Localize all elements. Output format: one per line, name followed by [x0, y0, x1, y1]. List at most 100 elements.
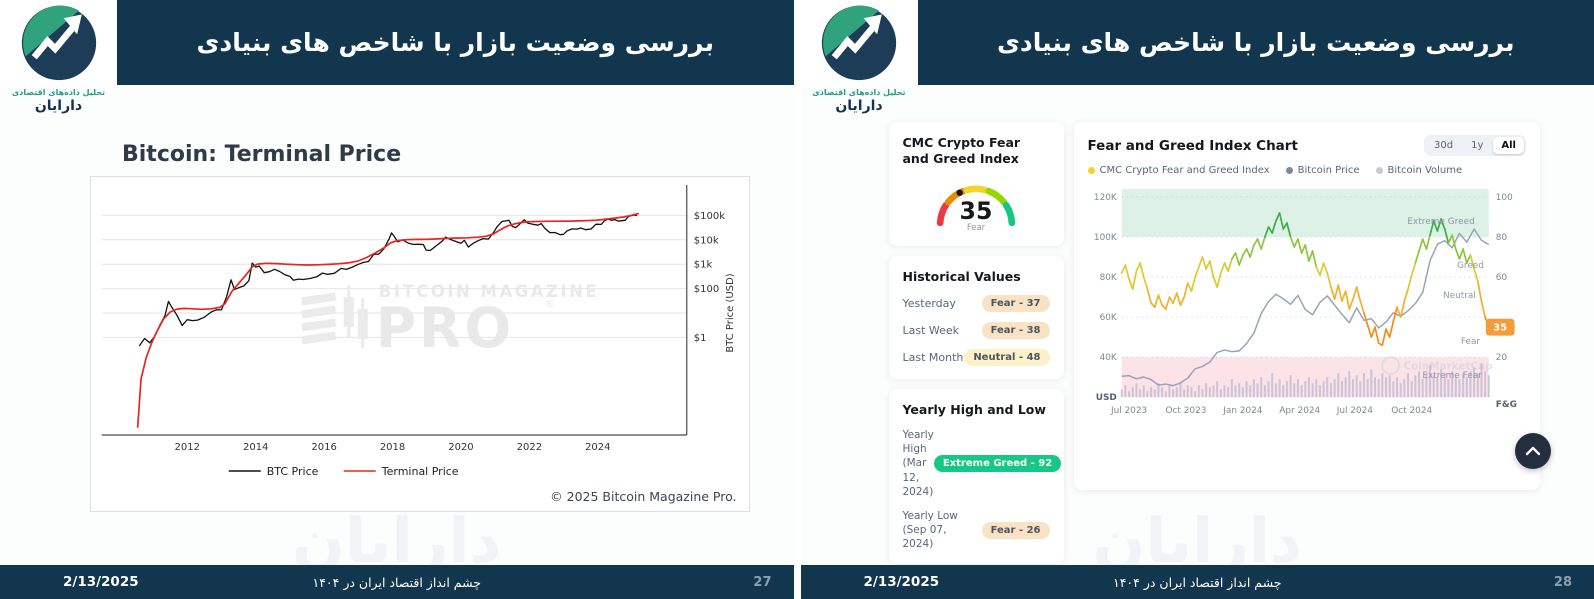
status-badge: Fear - 38 [981, 321, 1050, 339]
legend-dot-yellow [1087, 167, 1095, 174]
range-selector: 30d 1y All [1424, 135, 1526, 156]
page-number: 27 [753, 574, 772, 590]
svg-text:BITCOIN MAGAZINE: BITCOIN MAGAZINE [379, 282, 600, 301]
svg-text:Extreme Greed: Extreme Greed [1407, 217, 1474, 227]
slide-footer: 2/13/2025 چشم انداز اقتصاد ایران در ۱۴۰۴… [0, 565, 794, 599]
chart-legend: CMC Crypto Fear and Greed Index Bitcoin … [1087, 165, 1527, 176]
slide-header: بررسی وضعیت بازار با شاخص های بنیادی [800, 0, 1594, 85]
svg-text:Greed: Greed [1456, 261, 1483, 271]
svg-text:80K: 80K [1099, 273, 1117, 283]
status-badge: Extreme Greed - 92 [933, 454, 1062, 472]
svg-text:120K: 120K [1093, 193, 1117, 203]
btc-terminal-price-figure: BITCOIN MAGAZINE PRO ® $100k $10k $1k $100 $1 BT… [90, 176, 750, 512]
btc-terminal-price-section: Bitcoin: Terminal Price BITCOIN MAGAZINE… [90, 142, 750, 512]
svg-text:BTC Price (USD): BTC Price (USD) [725, 273, 736, 352]
svg-text:Jan 2024: Jan 2024 [1222, 406, 1263, 416]
svg-text:Jul 2024: Jul 2024 [1335, 406, 1373, 416]
darayan-logo: تحلیل داده‌های اقتصادی دارایان [0, 0, 117, 114]
svg-text:$10k: $10k [694, 235, 719, 246]
svg-text:60: 60 [1495, 273, 1507, 283]
historical-row: Last Week Fear - 38 [903, 321, 1050, 339]
svg-text:2020: 2020 [448, 442, 473, 453]
svg-text:2022: 2022 [517, 442, 542, 453]
yearly-high-low-title: Yearly High and Low [902, 401, 1046, 417]
svg-text:20: 20 [1495, 353, 1507, 363]
svg-text:100: 100 [1495, 193, 1512, 203]
historical-values-title: Historical Values [902, 268, 1021, 284]
slide-page-27: بررسی وضعیت بازار با شاخص های بنیادی تحل… [0, 0, 794, 599]
fear-greed-index-chart[interactable]: CoinMarketCap Extreme Greed Greed Neutral Fe… [1088, 180, 1527, 432]
btc-chart-title: Bitcoin: Terminal Price [122, 142, 402, 167]
svg-text:60K: 60K [1099, 313, 1117, 323]
svg-text:Oct 2024: Oct 2024 [1391, 406, 1432, 416]
svg-text:®: ® [544, 297, 555, 310]
fear-greed-chart-title: Fear and Greed Index Chart [1087, 137, 1298, 154]
slide-page-28: بررسی وضعیت بازار با شاخص های بنیادی تحل… [800, 0, 1594, 599]
svg-text:100K: 100K [1093, 233, 1117, 243]
svg-text:2016: 2016 [311, 442, 336, 453]
chevron-up-icon [1525, 446, 1541, 456]
svg-text:Terminal Price: Terminal Price [381, 465, 459, 478]
svg-text:USD: USD [1095, 393, 1116, 403]
svg-text:Fear: Fear [967, 222, 986, 232]
logo-tagline: تحلیل داده‌های اقتصادی [11, 88, 106, 97]
svg-text:Oct 2023: Oct 2023 [1165, 406, 1206, 416]
logo-brand: دارایان [835, 98, 883, 114]
legend-item-fng[interactable]: CMC Crypto Fear and Greed Index [1087, 165, 1270, 176]
logo-brand: دارایان [34, 98, 83, 114]
svg-text:2024: 2024 [585, 442, 610, 453]
scroll-to-top-button[interactable] [1515, 433, 1551, 469]
historical-row: Yesterday Fear - 37 [903, 294, 1050, 312]
svg-text:Neutral: Neutral [1442, 291, 1475, 301]
svg-text:35: 35 [960, 197, 993, 225]
svg-text:PRO: PRO [376, 296, 514, 360]
svg-text:35: 35 [1493, 323, 1507, 334]
svg-text:$100k: $100k [694, 211, 725, 222]
gauge-card-title: CMC Crypto Fear and Greed Index [902, 135, 1021, 167]
darayan-logo: تحلیل داده‌های اقتصادی دارایان [800, 0, 918, 114]
footer-title: چشم انداز اقتصاد ایران در ۱۴۰۴ [312, 574, 482, 590]
legend-dot-gray [1285, 167, 1293, 174]
range-button-all[interactable]: All [1493, 137, 1524, 154]
darayan-logo-icon [821, 5, 897, 81]
legend-dot-lightgray [1375, 167, 1383, 174]
svg-text:$1k: $1k [694, 260, 713, 271]
logo-tagline: تحلیل داده‌های اقتصادی [812, 88, 906, 97]
range-button-30d[interactable]: 30d [1426, 137, 1461, 154]
slide-title: بررسی وضعیت بازار با شاخص های بنیادی [196, 28, 714, 57]
status-badge: Fear - 26 [981, 521, 1050, 539]
chart-copyright: © 2025 Bitcoin Magazine Pro. [550, 489, 737, 504]
status-badge: Fear - 37 [981, 294, 1050, 312]
slide-header: بررسی وضعیت بازار با شاخص های بنیادی [0, 0, 794, 85]
fear-greed-dashboard: CMC Crypto Fear and Greed Index 35 Fear H… [888, 122, 1540, 565]
fear-greed-chart-card: Fear and Greed Index Chart 30d 1y All CM… [1073, 122, 1540, 490]
darayan-logo-icon [21, 5, 96, 81]
svg-text:2014: 2014 [243, 442, 268, 453]
historical-values-card: Historical Values Yesterday Fear - 37 La… [888, 255, 1064, 379]
page-number: 28 [1553, 574, 1572, 590]
yearly-row: Yearly High (Mar 12, 2024) Extreme Greed… [903, 428, 1062, 499]
footer-title: چشم انداز اقتصاد ایران در ۱۴۰۴ [1113, 574, 1282, 590]
svg-text:2012: 2012 [175, 442, 200, 453]
svg-text:80: 80 [1495, 233, 1507, 243]
svg-text:F&G: F&G [1495, 400, 1516, 410]
svg-text:$100: $100 [694, 284, 719, 295]
svg-text:CoinMarketCap: CoinMarketCap [1403, 360, 1492, 372]
svg-text:Fear: Fear [1460, 337, 1480, 347]
svg-text:BTC Price: BTC Price [267, 465, 319, 478]
footer-date: 2/13/2025 [63, 574, 139, 590]
yearly-row: Yearly Low (Sep 07, 2024) Fear - 26 [903, 509, 1050, 552]
svg-text:Apr 2024: Apr 2024 [1279, 406, 1320, 416]
legend-item-bitcoin-volume[interactable]: Bitcoin Volume [1375, 165, 1462, 176]
svg-text:40K: 40K [1099, 353, 1117, 363]
svg-text:Jul 2023: Jul 2023 [1109, 406, 1146, 416]
svg-text:Extreme Fear: Extreme Fear [1422, 371, 1482, 381]
yearly-high-low-card: Yearly High and Low Yearly High (Mar 12,… [888, 388, 1064, 565]
historical-row: Last Month Neutral - 48 [903, 348, 1050, 366]
range-button-1y[interactable]: 1y [1463, 137, 1491, 154]
legend-item-bitcoin-price[interactable]: Bitcoin Price [1285, 165, 1360, 176]
footer-date: 2/13/2025 [863, 574, 940, 590]
